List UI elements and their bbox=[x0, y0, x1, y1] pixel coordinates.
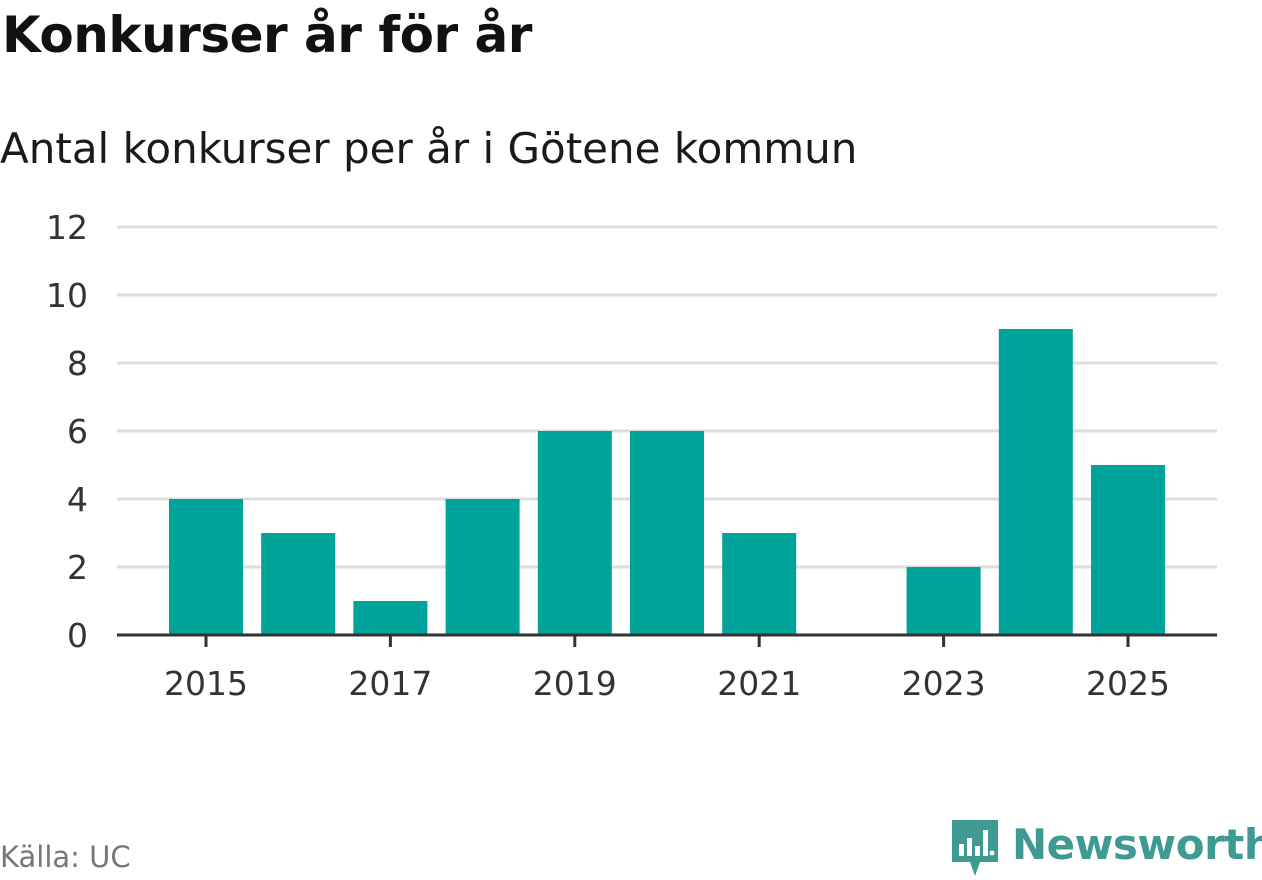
y-tick-label: 0 bbox=[67, 616, 88, 655]
bar-2020 bbox=[630, 431, 704, 635]
bar-chart: 0 2 4 6 8 10 12 2015 2017 2019 2021 2023 2025 bbox=[46, 208, 1217, 703]
y-tick-label: 4 bbox=[67, 480, 88, 519]
bar-2017 bbox=[353, 601, 428, 635]
brand-name: Newsworthy bbox=[1012, 820, 1262, 869]
x-tick-label: 2021 bbox=[717, 664, 801, 703]
y-tick-label: 2 bbox=[67, 548, 88, 587]
bar-2019 bbox=[537, 431, 612, 635]
bar-2021 bbox=[722, 533, 797, 635]
y-tick-label: 12 bbox=[46, 208, 88, 247]
y-tick-label: 10 bbox=[46, 276, 88, 315]
x-tick-label: 2015 bbox=[164, 664, 248, 703]
x-tick-label: 2017 bbox=[348, 664, 432, 703]
newsworthy-brand: Newsworthy bbox=[950, 818, 1262, 880]
newsworthy-logo-icon bbox=[952, 820, 998, 876]
bar-2023 bbox=[906, 567, 981, 635]
bar-2015 bbox=[169, 499, 243, 635]
bar-2025 bbox=[1091, 465, 1165, 635]
source-label: Källa: UC bbox=[0, 840, 131, 874]
x-tick-label: 2023 bbox=[902, 664, 986, 703]
chart-title: Konkurser år för år bbox=[2, 6, 532, 64]
chart-subtitle: Antal konkurser per år i Götene kommun bbox=[0, 124, 858, 173]
bar-2018 bbox=[445, 499, 520, 635]
y-tick-label: 6 bbox=[67, 412, 88, 451]
x-tick-label: 2019 bbox=[533, 664, 617, 703]
bar-2016 bbox=[261, 533, 336, 635]
y-tick-label: 8 bbox=[67, 344, 88, 383]
bar-2024 bbox=[998, 329, 1073, 635]
x-tick-label: 2025 bbox=[1086, 664, 1170, 703]
